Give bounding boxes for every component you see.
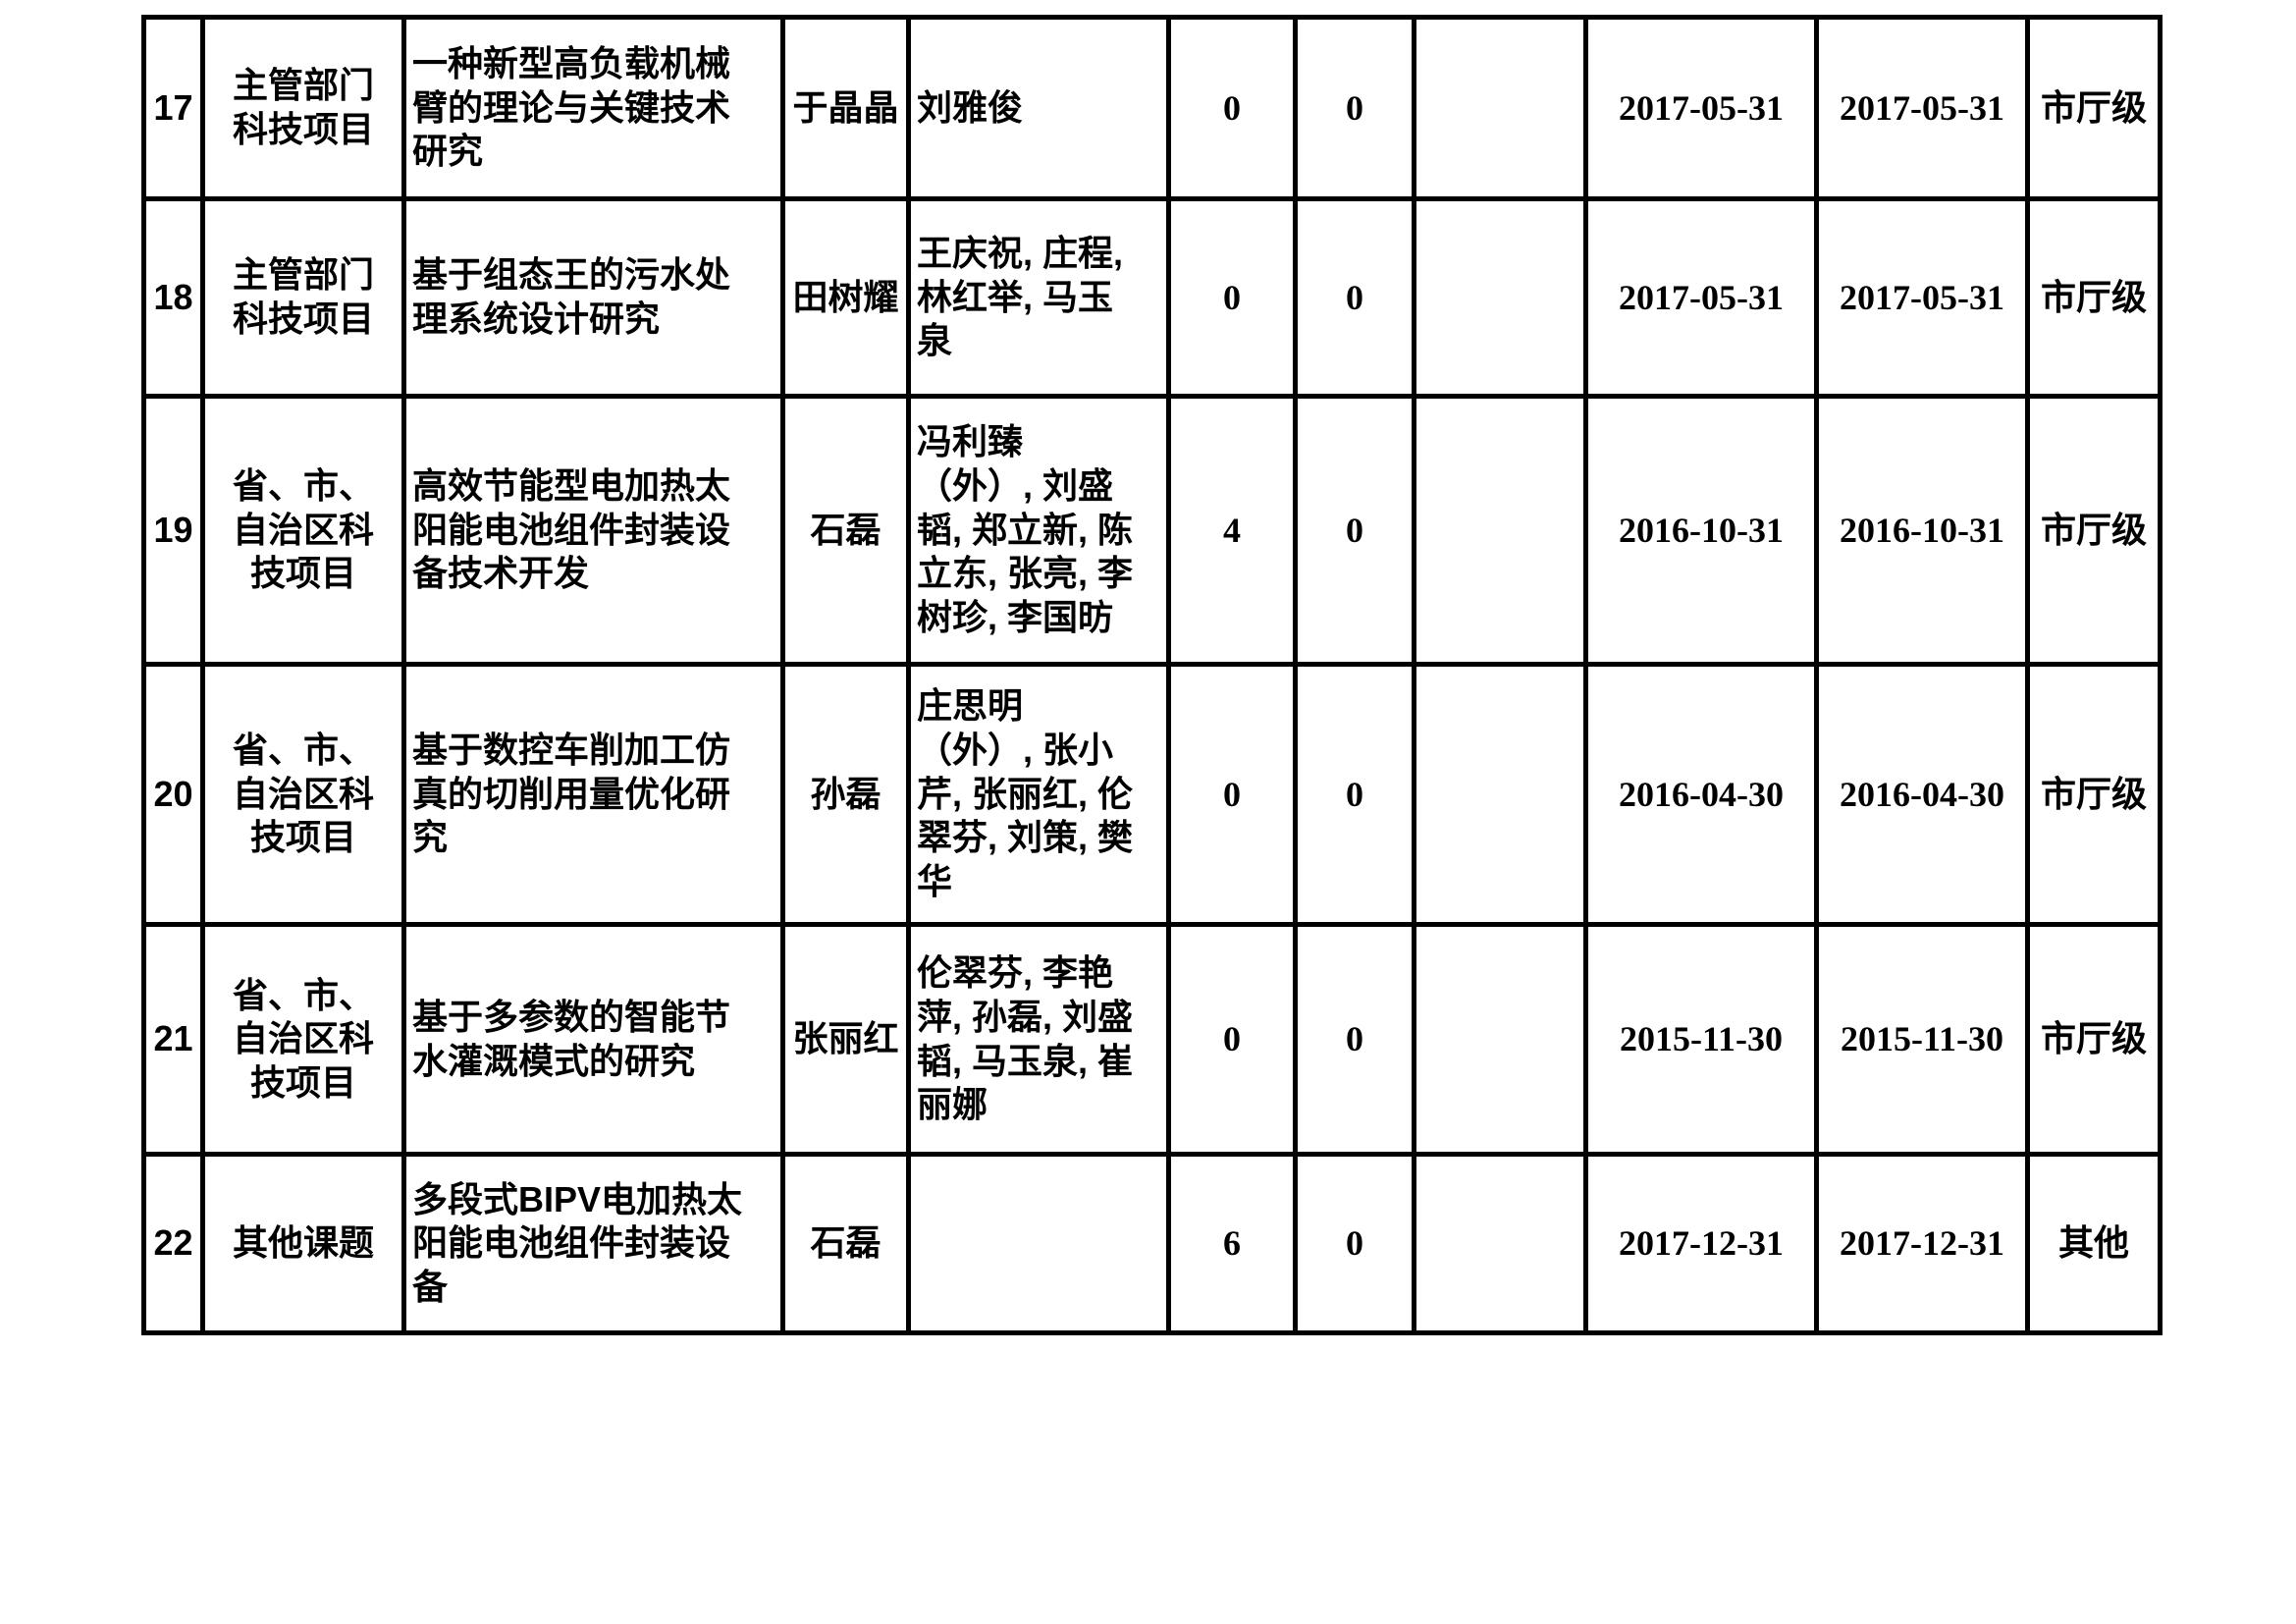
cell-count-2: 0 — [1293, 922, 1416, 1157]
cell-row-number: 21 — [141, 922, 205, 1157]
cell-blank — [1412, 1152, 1588, 1335]
table-row: 17 主管部门 科技项目 一种新型高负载机械 臂的理论与关键技术 研究 于晶晶 … — [141, 15, 2163, 201]
cell-project-type: 主管部门 科技项目 — [200, 15, 406, 201]
cell-date-1: 2016-04-30 — [1583, 662, 1819, 927]
table-row: 20 省、市、 自治区科 技项目 基于数控车削加工仿 真的切削用量优化研 究 孙… — [141, 662, 2163, 927]
cell-blank — [1412, 922, 1588, 1157]
cell-project-title: 基于数控车削加工仿 真的切削用量优化研 究 — [401, 662, 785, 927]
cell-project-type: 省、市、 自治区科 技项目 — [200, 662, 406, 927]
cell-leader: 石磊 — [780, 1152, 911, 1335]
table-row: 22 其他课题 多段式BIPV电加热太 阳能电池组件封装设 备 石磊 6 0 2… — [141, 1152, 2163, 1335]
cell-count-1: 0 — [1166, 196, 1298, 399]
cell-project-title: 基于组态王的污水处 理系统设计研究 — [401, 196, 785, 399]
cell-project-title: 高效节能型电加热太 阳能电池组件封装设 备技术开发 — [401, 394, 785, 667]
cell-leader: 于晶晶 — [780, 15, 911, 201]
cell-leader: 田树耀 — [780, 196, 911, 399]
cell-project-type: 省、市、 自治区科 技项目 — [200, 922, 406, 1157]
cell-count-1: 6 — [1166, 1152, 1298, 1335]
cell-count-2: 0 — [1293, 662, 1416, 927]
cell-count-1: 0 — [1166, 922, 1298, 1157]
cell-leader: 张丽红 — [780, 922, 911, 1157]
cell-level: 市厅级 — [2025, 662, 2163, 927]
cell-members: 刘雅俊 — [906, 15, 1171, 201]
cell-level: 市厅级 — [2025, 196, 2163, 399]
cell-count-2: 0 — [1293, 15, 1416, 201]
cell-project-title: 一种新型高负载机械 臂的理论与关键技术 研究 — [401, 15, 785, 201]
cell-blank — [1412, 394, 1588, 667]
cell-date-1: 2017-12-31 — [1583, 1152, 1819, 1335]
cell-members: 冯利臻 （外）, 刘盛 韬, 郑立新, 陈 立东, 张亮, 李 树珍, 李国昉 — [906, 394, 1171, 667]
cell-blank — [1412, 662, 1588, 927]
cell-members: 王庆祝, 庄程, 林红举, 马玉 泉 — [906, 196, 1171, 399]
table-row: 21 省、市、 自治区科 技项目 基于多参数的智能节 水灌溉模式的研究 张丽红 … — [141, 922, 2163, 1157]
cell-level: 市厅级 — [2025, 15, 2163, 201]
cell-date-2: 2017-05-31 — [1814, 196, 2030, 399]
cell-date-2: 2016-10-31 — [1814, 394, 2030, 667]
cell-date-2: 2017-12-31 — [1814, 1152, 2030, 1335]
cell-level: 市厅级 — [2025, 394, 2163, 667]
cell-date-1: 2017-05-31 — [1583, 15, 1819, 201]
cell-row-number: 18 — [141, 196, 205, 399]
cell-date-1: 2016-10-31 — [1583, 394, 1819, 667]
cell-date-2: 2016-04-30 — [1814, 662, 2030, 927]
cell-date-2: 2017-05-31 — [1814, 15, 2030, 201]
cell-row-number: 22 — [141, 1152, 205, 1335]
projects-table: 17 主管部门 科技项目 一种新型高负载机械 臂的理论与关键技术 研究 于晶晶 … — [141, 15, 2163, 1335]
cell-project-title: 多段式BIPV电加热太 阳能电池组件封装设 备 — [401, 1152, 785, 1335]
cell-count-1: 0 — [1166, 15, 1298, 201]
cell-count-1: 4 — [1166, 394, 1298, 667]
cell-date-1: 2017-05-31 — [1583, 196, 1819, 399]
cell-level: 其他 — [2025, 1152, 2163, 1335]
cell-project-type: 省、市、 自治区科 技项目 — [200, 394, 406, 667]
cell-row-number: 20 — [141, 662, 205, 927]
cell-level: 市厅级 — [2025, 922, 2163, 1157]
cell-count-2: 0 — [1293, 1152, 1416, 1335]
table-row: 18 主管部门 科技项目 基于组态王的污水处 理系统设计研究 田树耀 王庆祝, … — [141, 196, 2163, 399]
cell-count-1: 0 — [1166, 662, 1298, 927]
cell-blank — [1412, 15, 1588, 201]
cell-date-1: 2015-11-30 — [1583, 922, 1819, 1157]
cell-count-2: 0 — [1293, 394, 1416, 667]
cell-leader: 石磊 — [780, 394, 911, 667]
cell-date-2: 2015-11-30 — [1814, 922, 2030, 1157]
cell-members: 庄思明 （外）, 张小 芹, 张丽红, 伦 翠芬, 刘策, 樊 华 — [906, 662, 1171, 927]
cell-blank — [1412, 196, 1588, 399]
cell-count-2: 0 — [1293, 196, 1416, 399]
cell-project-type: 其他课题 — [200, 1152, 406, 1335]
cell-row-number: 19 — [141, 394, 205, 667]
projects-table-body: 17 主管部门 科技项目 一种新型高负载机械 臂的理论与关键技术 研究 于晶晶 … — [141, 15, 2163, 1335]
cell-project-type: 主管部门 科技项目 — [200, 196, 406, 399]
cell-project-title: 基于多参数的智能节 水灌溉模式的研究 — [401, 922, 785, 1157]
table-row: 19 省、市、 自治区科 技项目 高效节能型电加热太 阳能电池组件封装设 备技术… — [141, 394, 2163, 667]
cell-members — [906, 1152, 1171, 1335]
cell-row-number: 17 — [141, 15, 205, 201]
cell-leader: 孙磊 — [780, 662, 911, 927]
cell-members: 伦翠芬, 李艳 萍, 孙磊, 刘盛 韬, 马玉泉, 崔 丽娜 — [906, 922, 1171, 1157]
